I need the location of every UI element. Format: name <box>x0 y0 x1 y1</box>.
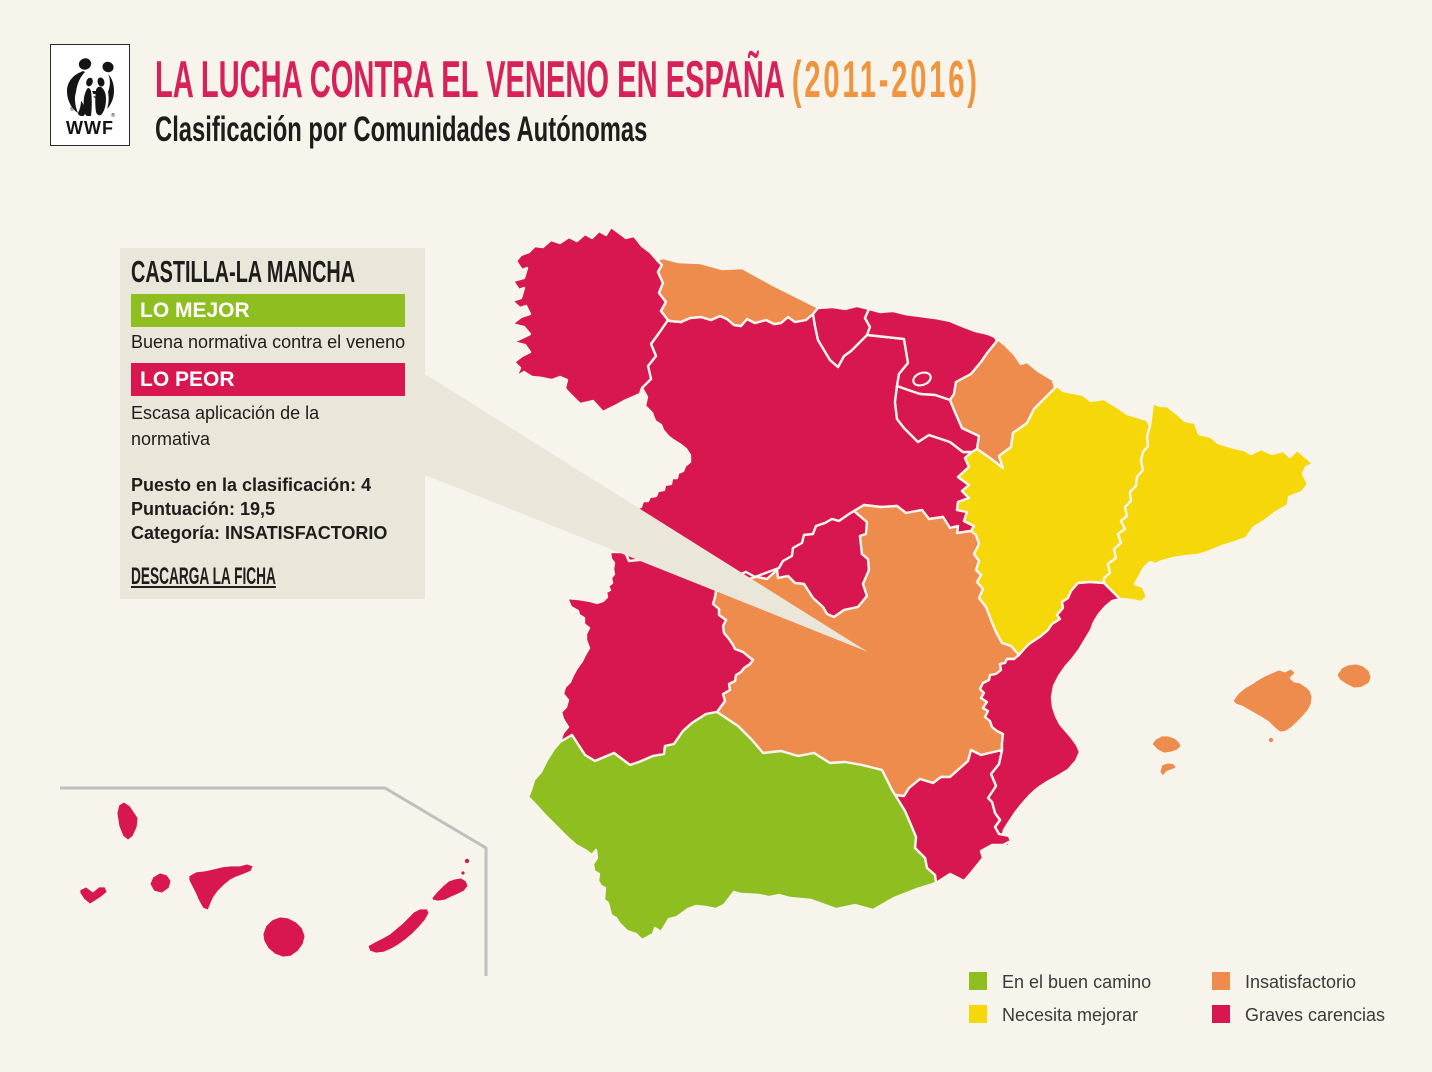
svg-text:WWF: WWF <box>66 118 114 138</box>
svg-text:®: ® <box>70 106 74 113</box>
svg-text:®: ® <box>111 112 115 119</box>
